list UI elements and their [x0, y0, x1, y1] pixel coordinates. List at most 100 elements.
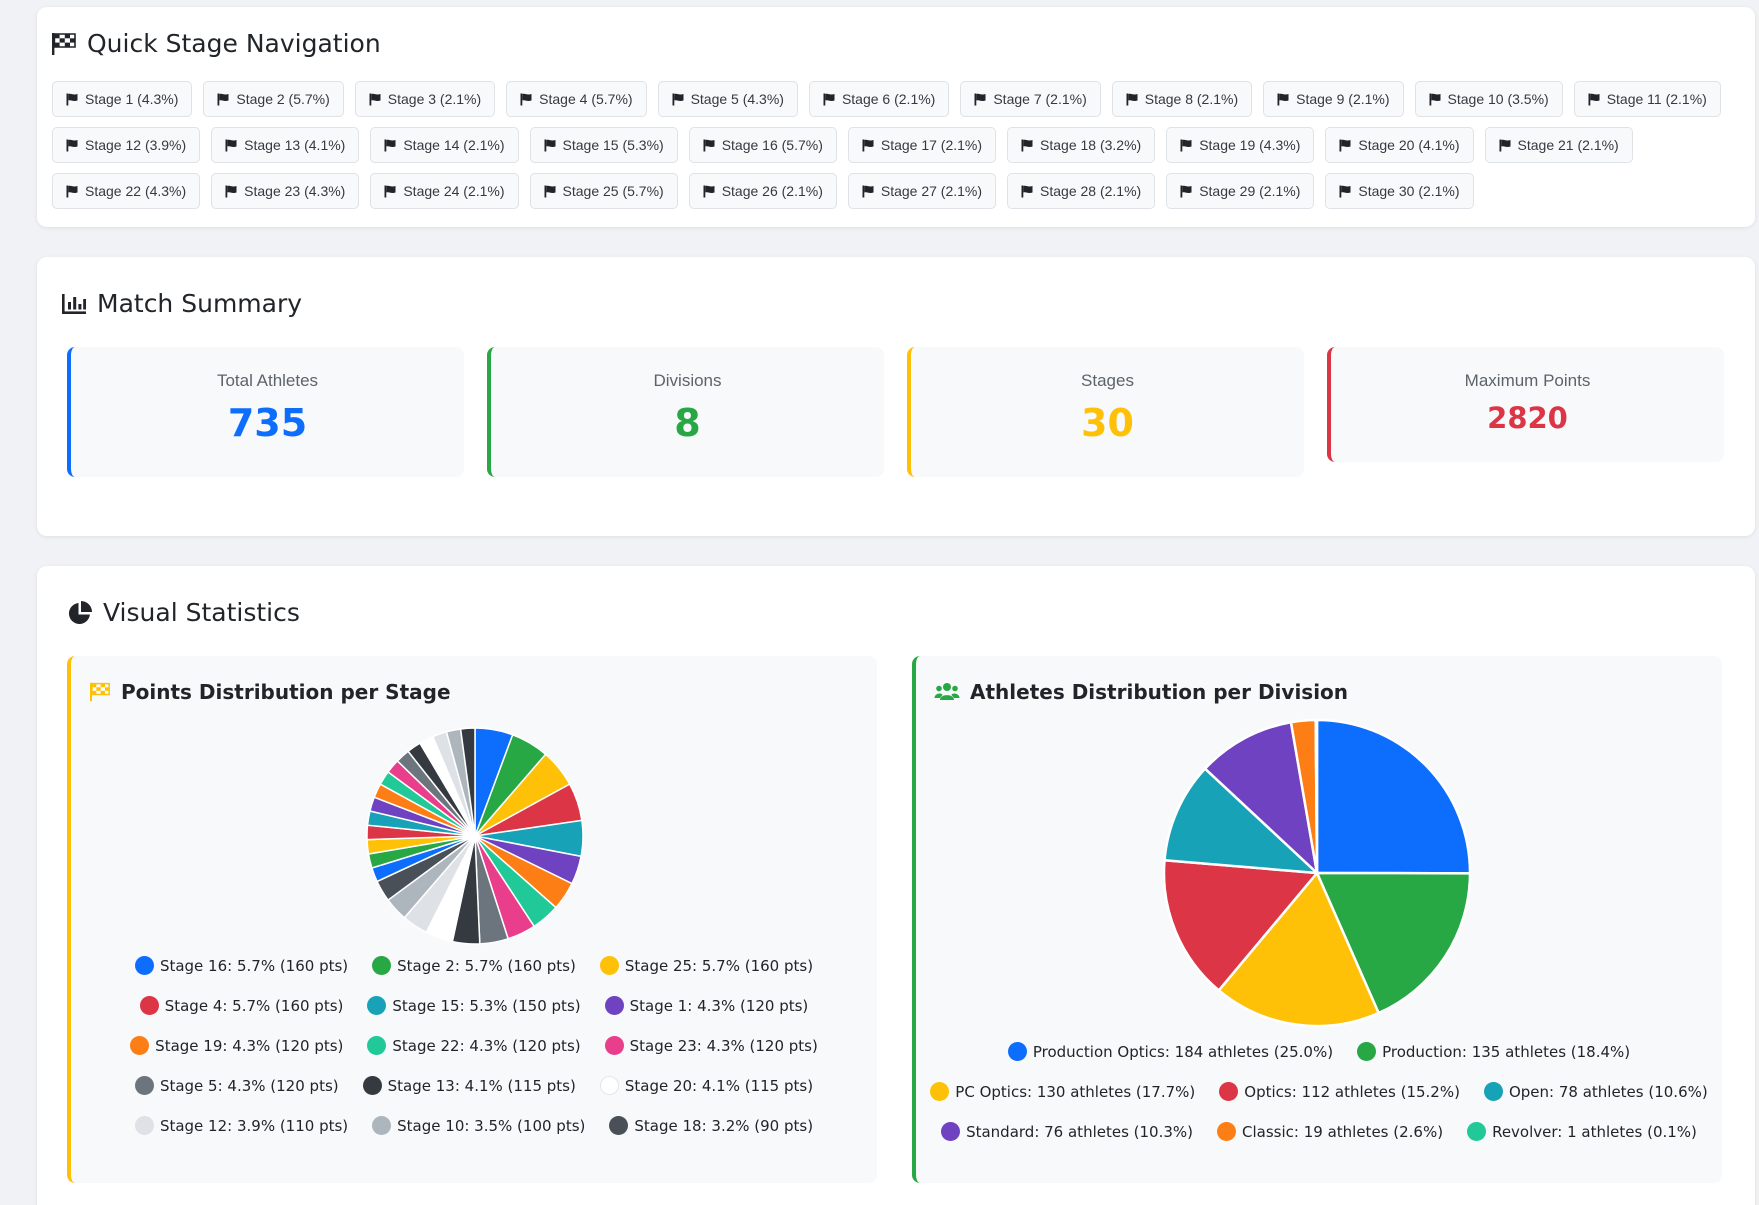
legend-label: Optics: 112 athletes (15.2%): [1244, 1082, 1460, 1101]
legend-item[interactable]: Production Optics: 184 athletes (25.0%): [1007, 1042, 1333, 1061]
stage-button-26[interactable]: Stage 26 (2.1%): [688, 173, 837, 209]
chart-pie-icon: [68, 600, 92, 624]
stage-button-11[interactable]: Stage 11 (2.1%): [1573, 81, 1721, 117]
stage-button-3[interactable]: Stage 3 (2.1%): [354, 81, 496, 117]
stage-button-18[interactable]: Stage 18 (3.2%): [1007, 127, 1156, 163]
pie-slice-pc-optics[interactable]: [1217, 870, 1381, 1028]
legend-item[interactable]: Stage 13: 4.1% (115 pts): [362, 1076, 576, 1095]
stage-button-16[interactable]: Stage 16 (5.7%): [688, 127, 837, 163]
stage-button-label: Stage 27 (2.1%): [880, 183, 983, 199]
stage-button-8[interactable]: Stage 8 (2.1%): [1111, 81, 1253, 117]
legend-item[interactable]: Production: 135 athletes (18.4%): [1357, 1042, 1630, 1061]
stage-button-24[interactable]: Stage 24 (2.1%): [370, 173, 519, 209]
stage-button-label: Stage 13 (4.1%): [244, 137, 346, 153]
legend-item[interactable]: Stage 20: 4.1% (115 pts): [599, 1076, 813, 1095]
legend-swatch: [367, 996, 387, 1015]
legend-item[interactable]: Stage 4: 5.7% (160 pts): [139, 996, 343, 1015]
points-distribution-panel: Points Distribution per Stage Stage 16: …: [67, 656, 877, 1183]
legend-swatch: [604, 996, 624, 1015]
legend-label: Stage 16: 5.7% (160 pts): [159, 956, 349, 975]
pie-slice-optics[interactable]: [1162, 858, 1320, 993]
stage-button-label: Stage 6 (2.1%): [841, 91, 936, 107]
legend-item[interactable]: Stage 25: 5.7% (160 pts): [599, 956, 814, 975]
pie-slice-standard[interactable]: [1203, 720, 1319, 877]
visual-statistics-title: Visual Statistics: [67, 598, 300, 627]
legend-item[interactable]: Open: 78 athletes (10.6%): [1483, 1082, 1708, 1101]
legend-item[interactable]: Classic: 19 athletes (2.6%): [1217, 1122, 1443, 1141]
legend-item[interactable]: Stage 1: 4.3% (120 pts): [604, 996, 809, 1015]
legend-item[interactable]: Stage 23: 4.3% (120 pts): [604, 1036, 818, 1055]
legend-item[interactable]: Stage 15: 5.3% (150 pts): [367, 996, 581, 1015]
stage-button-14[interactable]: Stage 14 (2.1%): [370, 127, 519, 163]
stage-button-label: Stage 4 (5.7%): [539, 91, 633, 107]
legend-item[interactable]: Stage 12: 3.9% (110 pts): [134, 1116, 348, 1135]
stage-button-19[interactable]: Stage 19 (4.3%): [1166, 127, 1315, 163]
stage-button-20[interactable]: Stage 20 (4.1%): [1325, 127, 1474, 163]
stage-button-2[interactable]: Stage 2 (5.7%): [203, 81, 344, 117]
stage-button-5[interactable]: Stage 5 (4.3%): [657, 81, 798, 117]
stage-button-17[interactable]: Stage 17 (2.1%): [847, 127, 997, 163]
stage-button-12[interactable]: Stage 12 (3.9%): [52, 127, 201, 163]
pie-slice-production[interactable]: [1315, 871, 1472, 1015]
legend-item[interactable]: Stage 16: 5.7% (160 pts): [134, 956, 349, 975]
pie-slice-production-optics[interactable]: [1315, 718, 1472, 875]
stage-button-6[interactable]: Stage 6 (2.1%): [808, 81, 950, 117]
legend-item[interactable]: PC Optics: 130 athletes (17.7%): [930, 1082, 1195, 1101]
flag-checkered-icon: [52, 32, 76, 55]
legend-row: Stage 4: 5.7% (160 pts) Stage 15: 5.3% (1…: [71, 996, 877, 1015]
stage-button-29[interactable]: Stage 29 (2.1%): [1166, 173, 1315, 209]
stage-button-22[interactable]: Stage 22 (4.3%): [52, 173, 201, 209]
legend-item[interactable]: Stage 22: 4.3% (120 pts): [367, 1036, 581, 1055]
legend-item[interactable]: Stage 19: 4.3% (120 pts): [130, 1036, 343, 1055]
athletes-distribution-title: Athletes Distribution per Division: [934, 680, 1348, 704]
match-summary-title-text: Match Summary: [97, 289, 303, 318]
stage-navigation-title-text: Quick Stage Navigation: [87, 29, 381, 58]
pie-slice-revolver[interactable]: [1314, 718, 1319, 874]
athletes-distribution-title-text: Athletes Distribution per Division: [970, 680, 1349, 704]
legend-item[interactable]: Stage 5: 4.3% (120 pts): [134, 1076, 339, 1095]
chart-bar-icon: [62, 293, 86, 314]
legend-label: Standard: 76 athletes (10.3%): [966, 1122, 1194, 1141]
stat-divisions: Divisions 8: [487, 347, 884, 477]
stage-button-25[interactable]: Stage 25 (5.7%): [529, 173, 678, 209]
stage-button-15[interactable]: Stage 15 (5.3%): [529, 127, 678, 163]
stage-button-23[interactable]: Stage 23 (4.3%): [211, 173, 360, 209]
stage-button-28[interactable]: Stage 28 (2.1%): [1007, 173, 1156, 209]
pie-slice-open[interactable]: [1163, 766, 1321, 875]
stage-button-21[interactable]: Stage 21 (2.1%): [1484, 127, 1633, 163]
legend-item[interactable]: Stage 18: 3.2% (90 pts): [609, 1116, 813, 1135]
legend-item[interactable]: Optics: 112 athletes (15.2%): [1219, 1082, 1460, 1101]
legend-swatch: [134, 1116, 154, 1135]
legend-swatch: [604, 1036, 624, 1055]
stage-button-13[interactable]: Stage 13 (4.1%): [211, 127, 360, 163]
legend-item[interactable]: Standard: 76 athletes (10.3%): [941, 1122, 1193, 1141]
stage-button-4[interactable]: Stage 4 (5.7%): [506, 81, 647, 117]
match-summary-card: Match Summary Total Athletes 735 Divisio…: [37, 257, 1755, 536]
stage-button-1[interactable]: Stage 1 (4.3%): [52, 81, 193, 117]
legend-swatch: [367, 1036, 387, 1055]
legend-label: Stage 18: 3.2% (90 pts): [634, 1116, 814, 1135]
pie-slice-stage-30[interactable]: [459, 727, 476, 837]
stage-button-9[interactable]: Stage 9 (2.1%): [1263, 81, 1404, 117]
legend-label: Stage 1: 4.3% (120 pts): [629, 996, 809, 1015]
legend-item[interactable]: Revolver: 1 athletes (0.1%): [1467, 1122, 1697, 1141]
legend-item[interactable]: Stage 2: 5.7% (160 pts): [372, 956, 576, 975]
legend-swatch: [1219, 1082, 1239, 1101]
stage-button-label: Stage 28 (2.1%): [1040, 183, 1142, 199]
stage-button-10[interactable]: Stage 10 (3.5%): [1414, 81, 1563, 117]
legend-label: Stage 2: 5.7% (160 pts): [397, 956, 576, 975]
visual-statistics-title-text: Visual Statistics: [103, 598, 300, 627]
legend-label: Stage 25: 5.7% (160 pts): [624, 956, 814, 975]
stat-value: 735: [227, 401, 308, 445]
stage-button-label: Stage 18 (3.2%): [1040, 137, 1142, 153]
stage-button-27[interactable]: Stage 27 (2.1%): [847, 173, 997, 209]
athletes-pie-chart: [1162, 718, 1472, 1028]
stage-button-30[interactable]: Stage 30 (2.1%): [1325, 173, 1474, 209]
points-pie-chart: [366, 727, 584, 945]
legend-label: Stage 15: 5.3% (150 pts): [392, 996, 581, 1015]
stage-button-7[interactable]: Stage 7 (2.1%): [960, 81, 1101, 117]
stage-button-label: Stage 11 (2.1%): [1606, 91, 1707, 107]
stat-value: 8: [674, 401, 701, 445]
legend-item[interactable]: Stage 10: 3.5% (100 pts): [372, 1116, 585, 1135]
legend-swatch: [362, 1076, 382, 1095]
